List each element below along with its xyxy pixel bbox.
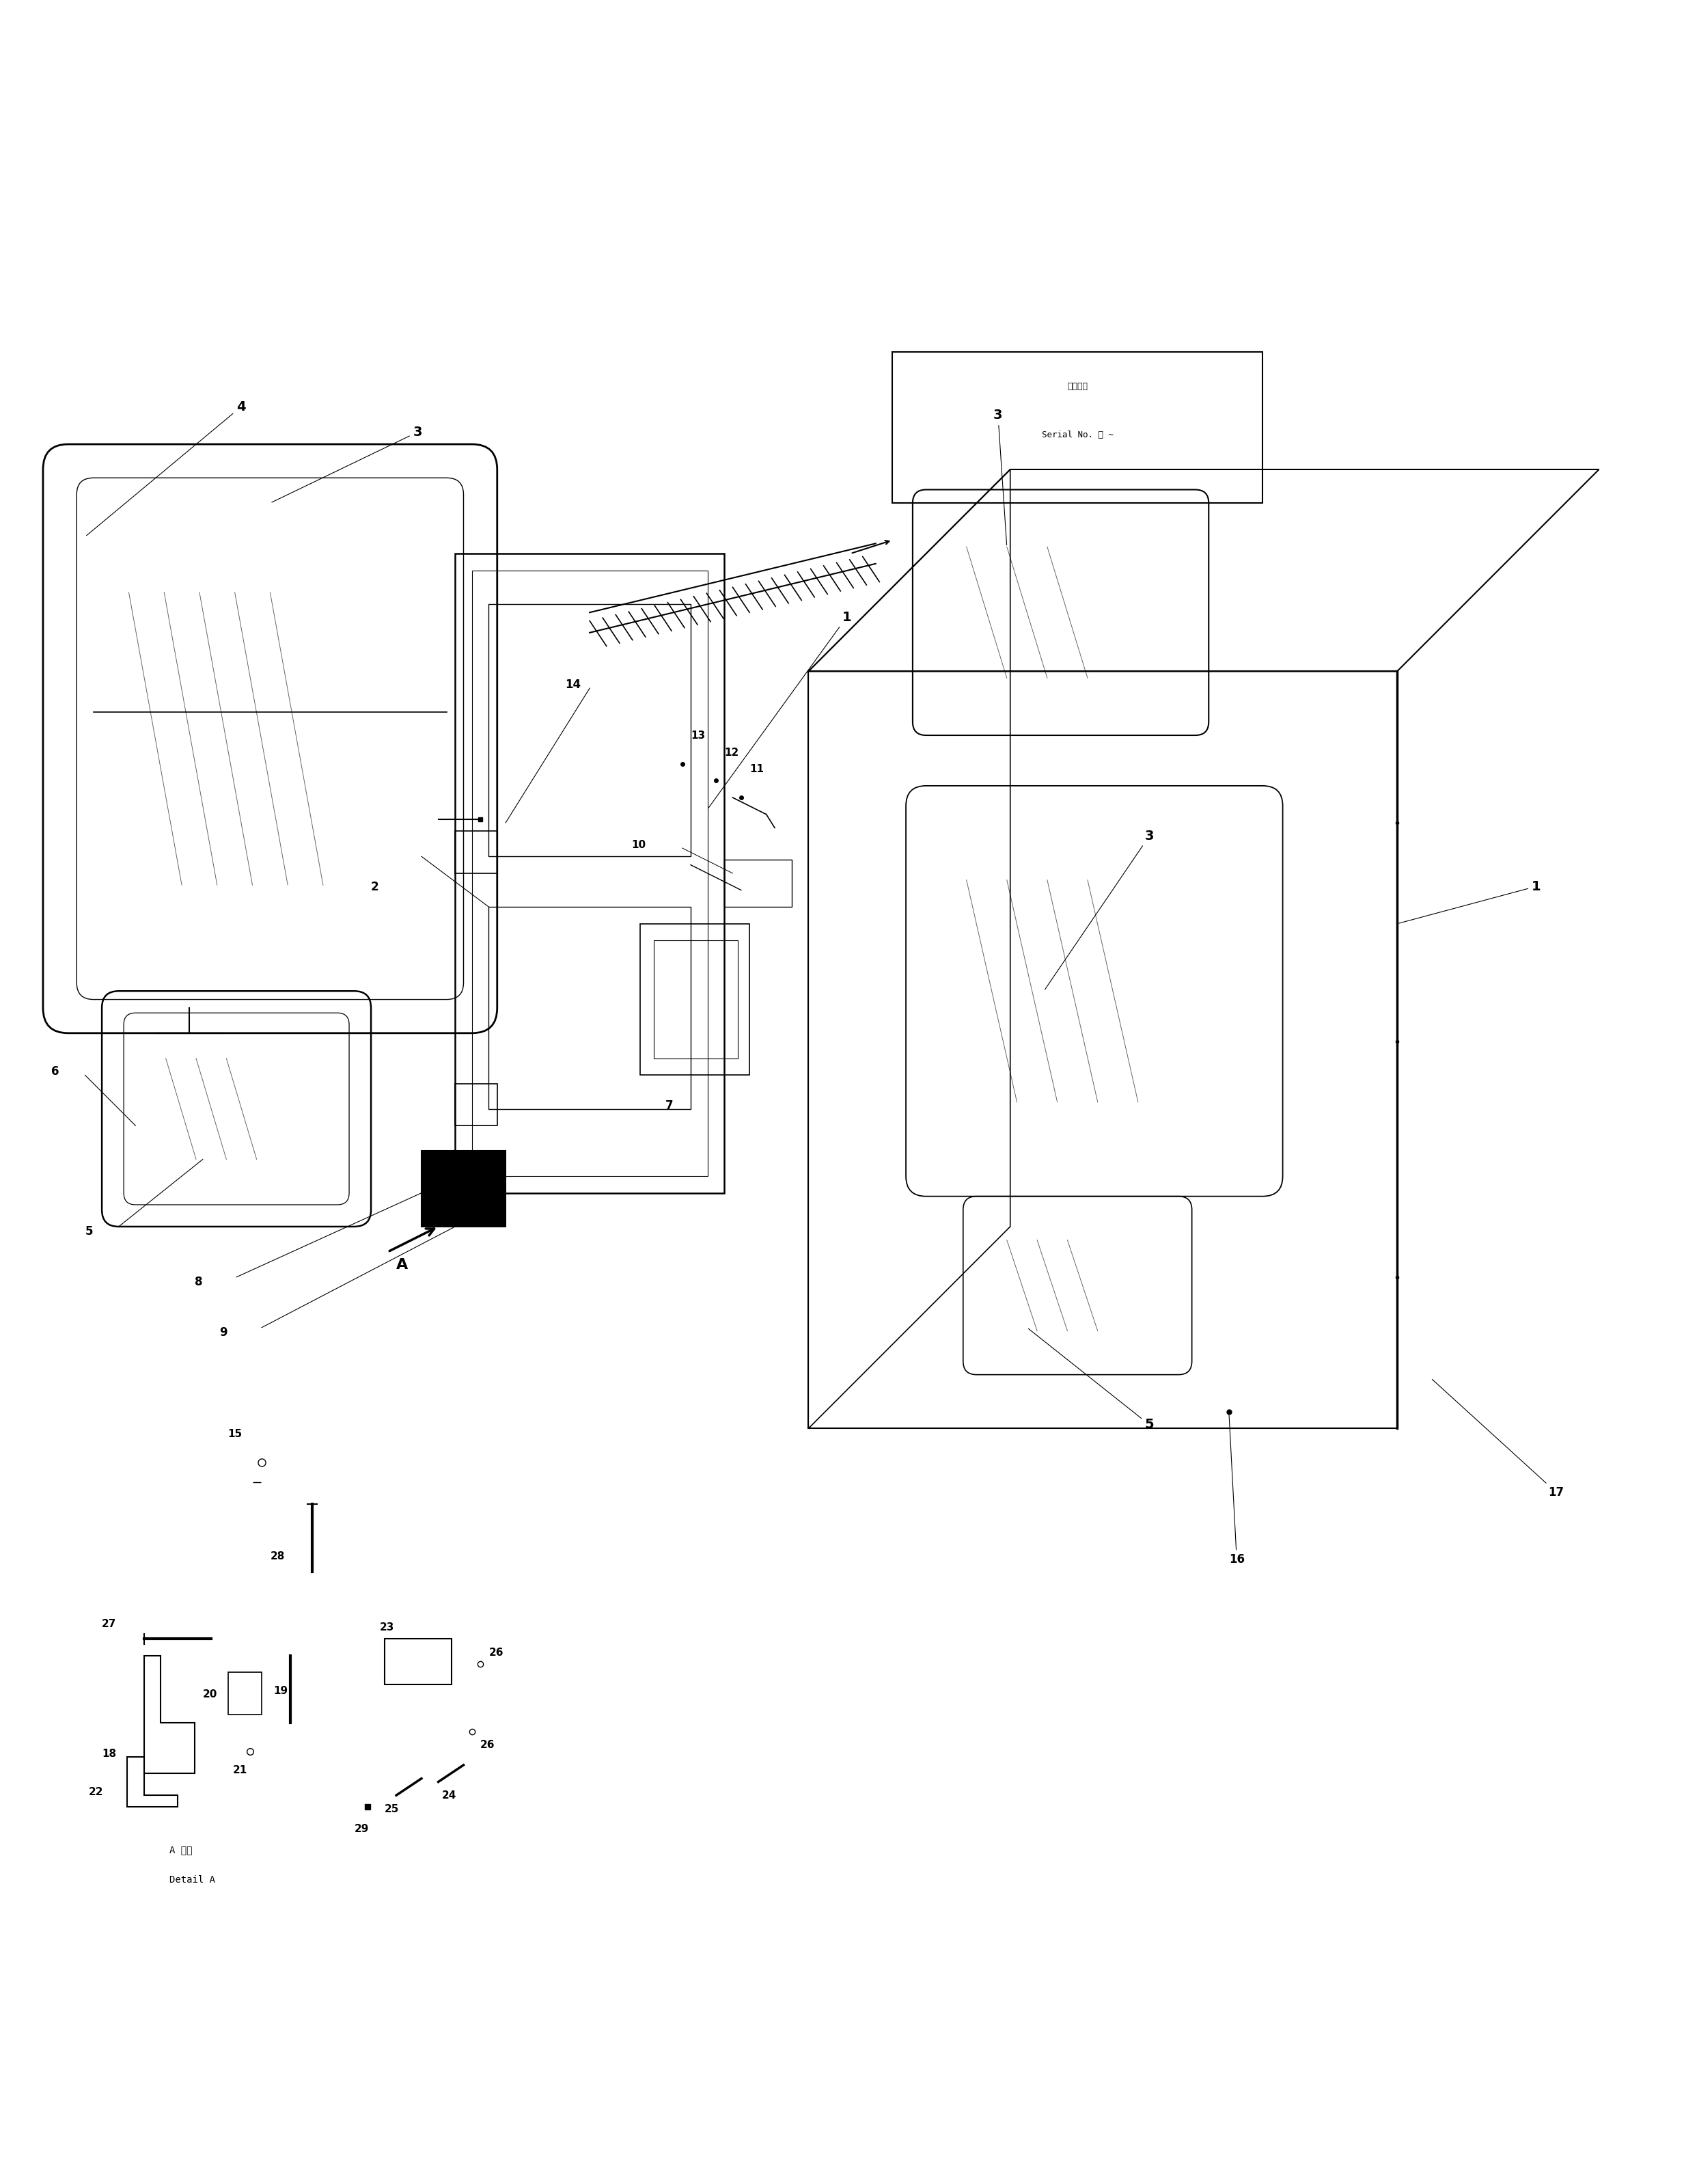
Text: 27: 27: [101, 1618, 116, 1629]
Text: 15: 15: [227, 1428, 242, 1439]
Text: 3: 3: [1044, 830, 1154, 989]
Text: 5: 5: [1029, 1328, 1154, 1431]
Text: 24: 24: [441, 1791, 456, 1802]
Text: 7: 7: [665, 1099, 674, 1112]
Text: Serial No. ・ ~: Serial No. ・ ~: [1042, 430, 1113, 439]
Bar: [455, 553, 724, 1192]
Text: 2: 2: [370, 880, 379, 893]
Text: 3: 3: [994, 408, 1007, 546]
Text: 12: 12: [724, 747, 739, 758]
Text: 4: 4: [86, 400, 246, 535]
Text: 16: 16: [1229, 1413, 1244, 1566]
Text: 28: 28: [269, 1551, 285, 1562]
Text: 13: 13: [690, 729, 706, 740]
Bar: [488, 605, 690, 856]
Text: A 詳細: A 詳細: [168, 1845, 192, 1854]
Text: 1: 1: [1399, 880, 1541, 924]
Text: 3: 3: [271, 426, 423, 502]
Text: 適用号機: 適用号機: [1068, 382, 1088, 391]
Text: 19: 19: [273, 1686, 288, 1697]
Text: 8: 8: [194, 1275, 202, 1289]
Bar: [724, 860, 791, 906]
Text: 1: 1: [709, 612, 852, 808]
Text: 20: 20: [202, 1690, 217, 1699]
Bar: [488, 906, 690, 1109]
Text: 14: 14: [564, 679, 581, 690]
Bar: [640, 924, 749, 1075]
Text: 23: 23: [379, 1623, 394, 1631]
Text: 9: 9: [219, 1326, 227, 1339]
Text: 18: 18: [101, 1749, 116, 1758]
Text: A: A: [396, 1258, 408, 1271]
Bar: [653, 941, 738, 1059]
Text: 17: 17: [1431, 1380, 1564, 1498]
Bar: [455, 1083, 497, 1125]
Text: 21: 21: [232, 1765, 248, 1776]
Text: 10: 10: [632, 841, 647, 850]
Text: 26: 26: [480, 1741, 495, 1749]
Bar: [893, 352, 1263, 502]
Text: 29: 29: [354, 1824, 369, 1835]
Bar: [455, 832, 497, 874]
Text: 6: 6: [52, 1066, 59, 1079]
Text: 22: 22: [89, 1787, 103, 1797]
Bar: [472, 570, 707, 1177]
Text: 5: 5: [86, 1225, 93, 1238]
Text: Detail A: Detail A: [168, 1876, 216, 1885]
Bar: [421, 1151, 505, 1227]
Text: 11: 11: [749, 764, 765, 775]
Text: 26: 26: [488, 1647, 504, 1658]
Text: 25: 25: [384, 1804, 399, 1815]
